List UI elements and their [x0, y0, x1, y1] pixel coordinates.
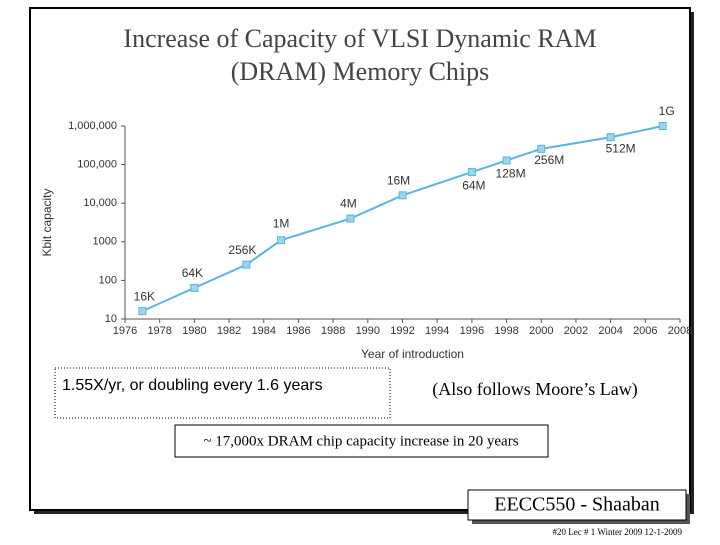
chart: 10 100 1000 10,000 100,000 1,000,000 1976 1978 1… [40, 104, 692, 361]
data-label: 16M [387, 173, 410, 187]
x-tick-label: 1996 [460, 325, 484, 337]
x-tick-label: 2000 [529, 325, 553, 337]
y-tick-label: 100,000 [77, 159, 117, 171]
x-tick-label: 2002 [564, 325, 588, 337]
x-tick-label: 2008 [668, 325, 692, 337]
data-label: 4M [340, 197, 357, 211]
data-label: 1G [659, 104, 675, 118]
note-box [54, 367, 391, 419]
data-point [467, 168, 476, 177]
data-point [502, 156, 511, 165]
x-tick-label: 1992 [390, 325, 414, 337]
data-label: 512M [606, 141, 636, 155]
data-label: 64K [182, 266, 203, 280]
x-tick-label: 1984 [252, 325, 276, 337]
y-tick-label: 1000 [93, 236, 117, 248]
note-box [174, 424, 549, 458]
x-tick-label: 2006 [633, 325, 657, 337]
data-point [346, 214, 355, 223]
moore-note: (Also follows Moore’s Law) [432, 379, 637, 400]
y-tick-label: 100 [99, 274, 117, 286]
growth-note: 1.55X/yr, or doubling every 1.6 years [62, 377, 323, 394]
data-label: 1M [273, 216, 290, 230]
data-point [398, 191, 407, 200]
data-label: 256K [228, 243, 256, 257]
x-tick-label: 1994 [425, 325, 449, 337]
data-point [658, 122, 667, 130]
data-label: 128M [496, 167, 526, 181]
y-axis-label: Kbit capacity [40, 188, 54, 256]
data-point [606, 133, 615, 142]
x-tick-label: 1978 [147, 325, 171, 337]
data-label: 16K [134, 289, 155, 303]
x-tick-label: 1982 [217, 325, 241, 337]
data-label: 256M [534, 153, 564, 167]
increase-note: ~ 17,000x DRAM chip capacity increase in… [203, 433, 518, 449]
data-point [242, 260, 251, 269]
data-point [277, 236, 286, 245]
x-axis-label: Year of introduction [361, 347, 464, 361]
title: (DRAM) Memory Chips [231, 57, 490, 86]
y-tick-label: 10 [105, 313, 117, 325]
data-label: 64M [462, 178, 485, 192]
footer-info: #20 Lec # 1 Winter 2009 12-1-2009 [553, 527, 683, 537]
x-tick-label: 1990 [356, 325, 380, 337]
x-tick-label: 1986 [286, 325, 310, 337]
y-tick-label: 10,000 [83, 197, 117, 209]
footer-brand: EECC550 - Shaaban [494, 494, 660, 516]
x-tick-label: 1988 [321, 325, 345, 337]
x-tick-label: 1976 [113, 325, 137, 337]
data-point [190, 283, 199, 292]
x-tick-label: 1998 [494, 325, 518, 337]
y-tick-label: 1,000,000 [68, 120, 117, 132]
title: Increase of Capacity of VLSI Dynamic RAM [123, 24, 596, 53]
data-point [537, 144, 546, 153]
data-point [138, 307, 147, 316]
x-tick-label: 2004 [598, 325, 622, 337]
x-tick-label: 1980 [182, 325, 206, 337]
brand-box [467, 489, 687, 521]
